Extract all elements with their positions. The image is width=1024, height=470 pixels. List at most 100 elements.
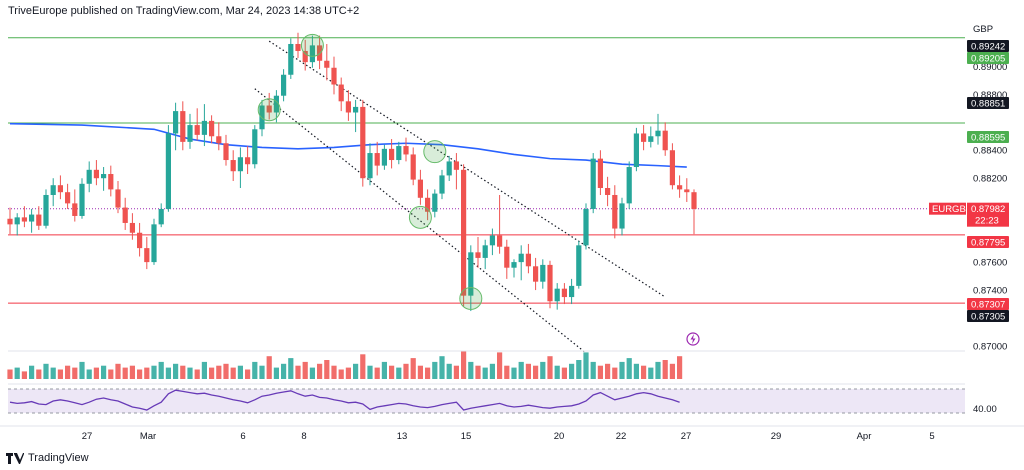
volume-bar	[605, 363, 611, 379]
candle	[518, 245, 524, 281]
candle-body	[525, 253, 531, 267]
candle	[237, 147, 243, 188]
candle	[468, 245, 474, 312]
candle-body	[65, 192, 71, 204]
volume-bar	[223, 363, 229, 379]
candle-body	[180, 111, 186, 142]
volume-bar	[677, 356, 683, 379]
candle-body	[266, 105, 272, 113]
touch-circle	[408, 205, 432, 229]
candle-body	[302, 50, 308, 63]
candle-body	[151, 224, 157, 263]
candle-body	[252, 129, 258, 165]
candle-body	[677, 185, 683, 190]
candle-body	[21, 217, 27, 222]
candlestick-chart[interactable]: 40.00 GBP0.890000.888000.884000.882000.8…	[0, 0, 1024, 445]
candle-body	[360, 106, 366, 179]
x-tick-label: 13	[397, 431, 408, 442]
candle-body	[403, 146, 409, 155]
candle-body	[518, 253, 524, 263]
candle	[194, 108, 200, 141]
price-axis: GBP0.890000.888000.884000.882000.876000.…	[0, 24, 1024, 427]
rsi-band	[8, 389, 965, 413]
candle	[662, 122, 668, 156]
candle	[353, 99, 359, 133]
candle-body	[605, 188, 611, 195]
candle-body	[554, 288, 560, 302]
candle	[554, 283, 560, 310]
candle	[209, 115, 215, 144]
time-axis: 27 Mar 6 8 13 15 20 22 27 29 Apr 5	[82, 431, 935, 442]
x-tick-label: 22	[616, 431, 627, 442]
volume-bar	[461, 350, 467, 379]
candle	[230, 150, 236, 182]
candle	[101, 167, 107, 191]
candle	[93, 160, 99, 186]
candle	[108, 165, 114, 197]
level-badge-value: 0.87795	[971, 238, 1005, 249]
candle	[619, 197, 625, 236]
level-badge-bg	[967, 97, 1009, 109]
moving-average	[9, 122, 687, 168]
volume-bar	[518, 361, 524, 379]
volume-bar	[569, 363, 575, 379]
candle-body	[93, 169, 99, 179]
level-badge-value: 0.87307	[971, 300, 1005, 311]
volume-bar	[158, 361, 164, 379]
candle	[122, 197, 128, 230]
level-badge-value: 0.88851	[971, 99, 1005, 110]
candle	[403, 137, 409, 162]
alert-icon-bolt	[690, 334, 696, 344]
candle-body	[86, 169, 92, 184]
candle-body	[187, 125, 193, 142]
candle	[461, 164, 467, 307]
candle-body	[216, 136, 222, 144]
volume-bar	[266, 356, 272, 379]
candle-body	[50, 185, 56, 195]
candle	[79, 178, 85, 219]
level-badge-bg	[967, 310, 1009, 322]
candle	[158, 203, 164, 228]
candle-body	[338, 84, 344, 102]
candle-body	[165, 133, 171, 209]
candle	[180, 101, 186, 151]
candle-body	[101, 174, 107, 179]
candle-body	[14, 217, 20, 225]
candle-body	[655, 130, 661, 137]
level-badge: 0.87795	[967, 236, 1009, 249]
volume-bar	[230, 367, 236, 379]
ma-line	[9, 122, 687, 168]
candle	[72, 189, 78, 222]
volume-bar	[475, 365, 481, 379]
volume-bar	[324, 360, 330, 379]
candle-body	[173, 111, 179, 134]
x-tick-label: Apr	[857, 431, 872, 442]
volume-bar	[194, 369, 200, 379]
candle	[533, 257, 539, 291]
candle	[590, 153, 596, 214]
candle-body	[345, 101, 351, 113]
candle-body	[461, 169, 467, 296]
candle	[309, 35, 315, 68]
volume-bar	[389, 365, 395, 379]
volume-bar	[108, 369, 114, 379]
candle	[345, 90, 351, 121]
volume-bar	[367, 365, 373, 379]
volume-bar	[122, 367, 128, 379]
candle	[201, 104, 207, 147]
x-tick-label: 29	[771, 431, 782, 442]
level-badge-bg	[967, 298, 1009, 310]
lightning-alert-icon[interactable]	[686, 332, 700, 346]
volume-bar	[187, 367, 193, 379]
volume-bar	[583, 352, 589, 379]
volume-bar	[252, 361, 258, 379]
volume-bar	[101, 365, 107, 379]
volume-bar	[245, 369, 251, 379]
candle-body	[612, 194, 618, 229]
candle	[14, 213, 20, 236]
candle-body	[453, 161, 459, 170]
rsi-line	[9, 389, 680, 411]
level-badge: 0.88595	[967, 131, 1009, 144]
volume-bar	[43, 363, 49, 379]
volume-bar	[29, 365, 35, 379]
